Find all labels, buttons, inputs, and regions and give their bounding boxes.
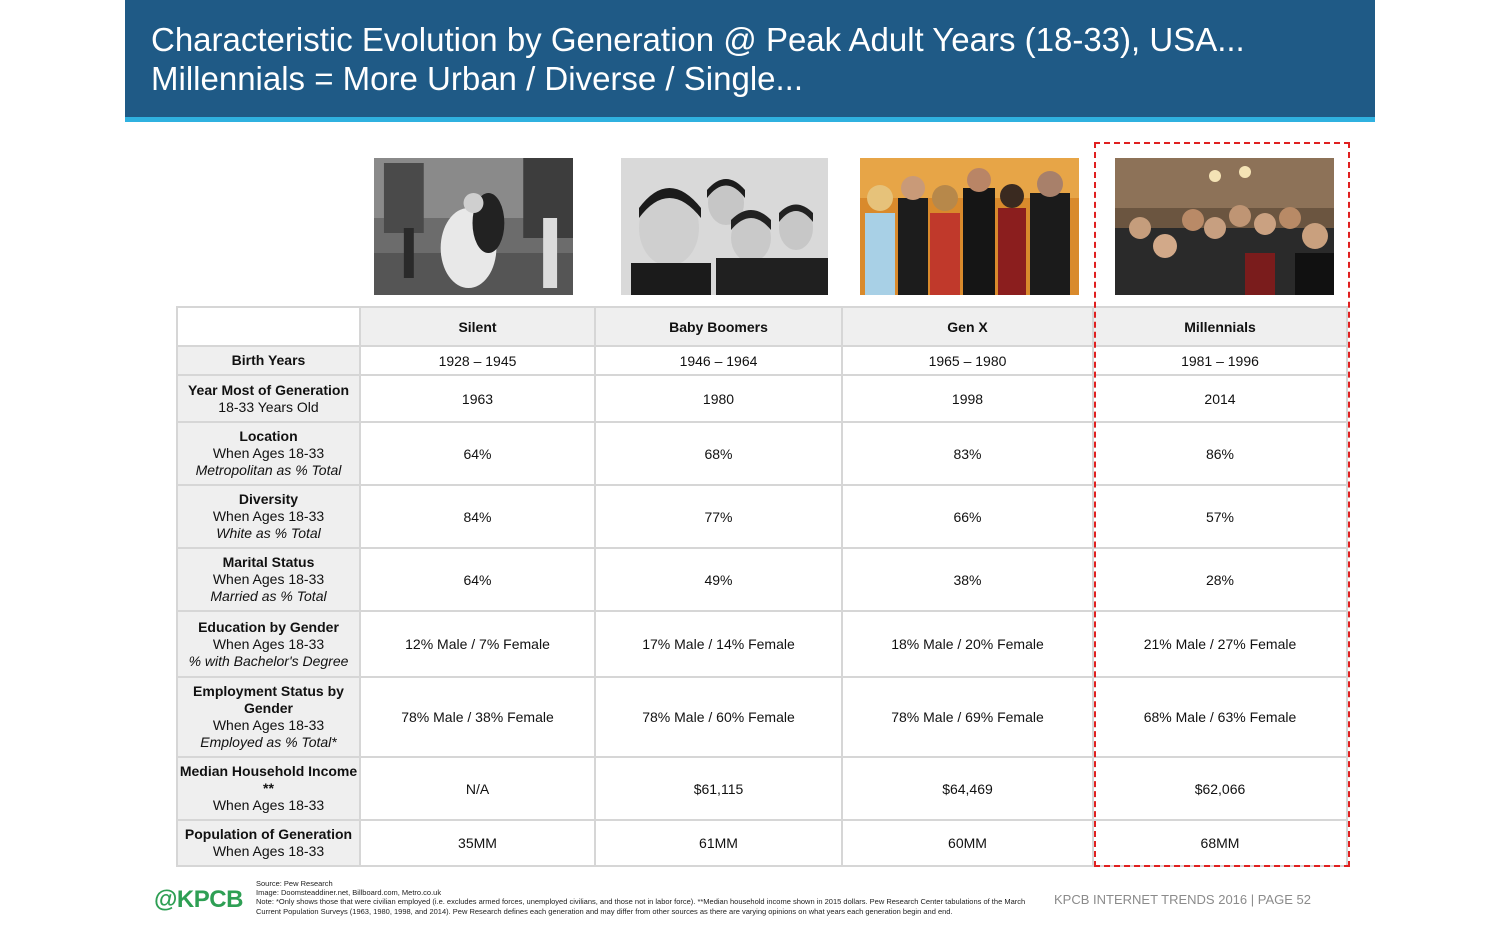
- table-header-row: Silent Baby Boomers Gen X Millennials: [176, 306, 1348, 347]
- row-header-birth-years: Birth Years: [176, 345, 361, 376]
- title-line-1: Characteristic Evolution by Generation @…: [151, 21, 1245, 58]
- table-cell: 17% Male / 14% Female: [594, 610, 843, 678]
- table-cell: 18% Male / 20% Female: [841, 610, 1094, 678]
- table-cell: 57%: [1092, 484, 1348, 549]
- col-header-millennials: Millennials: [1092, 306, 1348, 347]
- table-row: Birth Years 1928 – 1945 1946 – 1964 1965…: [176, 345, 1348, 376]
- col-header-gen-x: Gen X: [841, 306, 1094, 347]
- image-credit-line: Image: Doomsteaddiner.net, Billboard.com…: [256, 888, 442, 898]
- table-cell: N/A: [359, 756, 596, 821]
- photo-sitcom-cast-icon: [860, 158, 1079, 295]
- table-cell: 61MM: [594, 819, 843, 867]
- row-header-employment: Employment Status by Gender When Ages 18-…: [176, 676, 361, 758]
- table-cell: 83%: [841, 421, 1094, 486]
- photo-group-selfie-icon: [1115, 158, 1334, 295]
- table-cell: $62,066: [1092, 756, 1348, 821]
- table-cell: 77%: [594, 484, 843, 549]
- table-cell: 66%: [841, 484, 1094, 549]
- row-header-diversity: Diversity When Ages 18-33 White as % Total: [176, 484, 361, 549]
- table-cell: 2014: [1092, 374, 1348, 423]
- title-banner: [125, 0, 1375, 117]
- title-accent-line: [125, 117, 1375, 122]
- table-cell: 68MM: [1092, 819, 1348, 867]
- table-cell: 35MM: [359, 819, 596, 867]
- table-cell: 21% Male / 27% Female: [1092, 610, 1348, 678]
- row-header-location: Location When Ages 18-33 Metropolitan as %…: [176, 421, 361, 486]
- source-notes: Source: Pew Research Image: Doomsteaddin…: [256, 879, 1041, 916]
- table-cell: 64%: [359, 421, 596, 486]
- table-row: Median Household Income ** When Ages 18-3…: [176, 756, 1348, 821]
- table-cell: 78% Male / 69% Female: [841, 676, 1094, 758]
- photo-silent-kiss-icon: [374, 158, 573, 295]
- table-cell: 86%: [1092, 421, 1348, 486]
- table-cell: 60MM: [841, 819, 1094, 867]
- millennials-highlight-box: [1094, 142, 1350, 867]
- row-header-marital-status: Marital Status When Ages 18-33 Married as …: [176, 547, 361, 612]
- table-cell: 68% Male / 63% Female: [1092, 676, 1348, 758]
- table-cell: 49%: [594, 547, 843, 612]
- table-row: Location When Ages 18-33 Metropolitan as %…: [176, 421, 1348, 486]
- table-cell: $64,469: [841, 756, 1094, 821]
- table-row: Employment Status by Gender When Ages 18-…: [176, 676, 1348, 758]
- table-row: Population of Generation When Ages 18-33 …: [176, 819, 1348, 867]
- table-row: Marital Status When Ages 18-33 Married as …: [176, 547, 1348, 612]
- table-cell: $61,115: [594, 756, 843, 821]
- note-text: Note: *Only shows those that were civili…: [256, 897, 1026, 916]
- table-cell: 1980: [594, 374, 843, 423]
- table-cell: 28%: [1092, 547, 1348, 612]
- row-header-median-income: Median Household Income ** When Ages 18-3…: [176, 756, 361, 821]
- table-cell: 68%: [594, 421, 843, 486]
- table-cell: 38%: [841, 547, 1094, 612]
- table-cell: 1928 – 1945: [359, 345, 596, 376]
- row-header-population: Population of Generation When Ages 18-33: [176, 819, 361, 867]
- table-cell: 64%: [359, 547, 596, 612]
- table-row: Year Most of Generation 18-33 Years Old 1…: [176, 374, 1348, 423]
- header-blank-cell: [176, 306, 361, 347]
- col-header-baby-boomers: Baby Boomers: [594, 306, 843, 347]
- table-row: Education by Gender When Ages 18-33% with…: [176, 610, 1348, 678]
- col-header-silent: Silent: [359, 306, 596, 347]
- table-cell: 78% Male / 60% Female: [594, 676, 843, 758]
- source-line: Source: Pew Research: [256, 879, 333, 888]
- table-cell: 1998: [841, 374, 1094, 423]
- row-header-education: Education by Gender When Ages 18-33% with…: [176, 610, 361, 678]
- generation-table: Silent Baby Boomers Gen X Millennials Bi…: [176, 306, 1348, 867]
- table-cell: 1981 – 1996: [1092, 345, 1348, 376]
- table-cell: 84%: [359, 484, 596, 549]
- table-cell: 1963: [359, 374, 596, 423]
- page-footer: KPCB INTERNET TRENDS 2016 | PAGE 52: [1054, 892, 1311, 907]
- page-title: Characteristic Evolution by Generation @…: [151, 20, 1351, 98]
- table-cell: 1965 – 1980: [841, 345, 1094, 376]
- photo-band-portrait-icon: [621, 158, 828, 295]
- table-row: Diversity When Ages 18-33 White as % Total…: [176, 484, 1348, 549]
- table-cell: 12% Male / 7% Female: [359, 610, 596, 678]
- table-cell: 1946 – 1964: [594, 345, 843, 376]
- row-header-year-most: Year Most of Generation 18-33 Years Old: [176, 374, 361, 423]
- table-cell: 78% Male / 38% Female: [359, 676, 596, 758]
- title-line-2: Millennials = More Urban / Diverse / Sin…: [151, 60, 804, 97]
- kpcb-logo: @KPCB: [154, 886, 243, 913]
